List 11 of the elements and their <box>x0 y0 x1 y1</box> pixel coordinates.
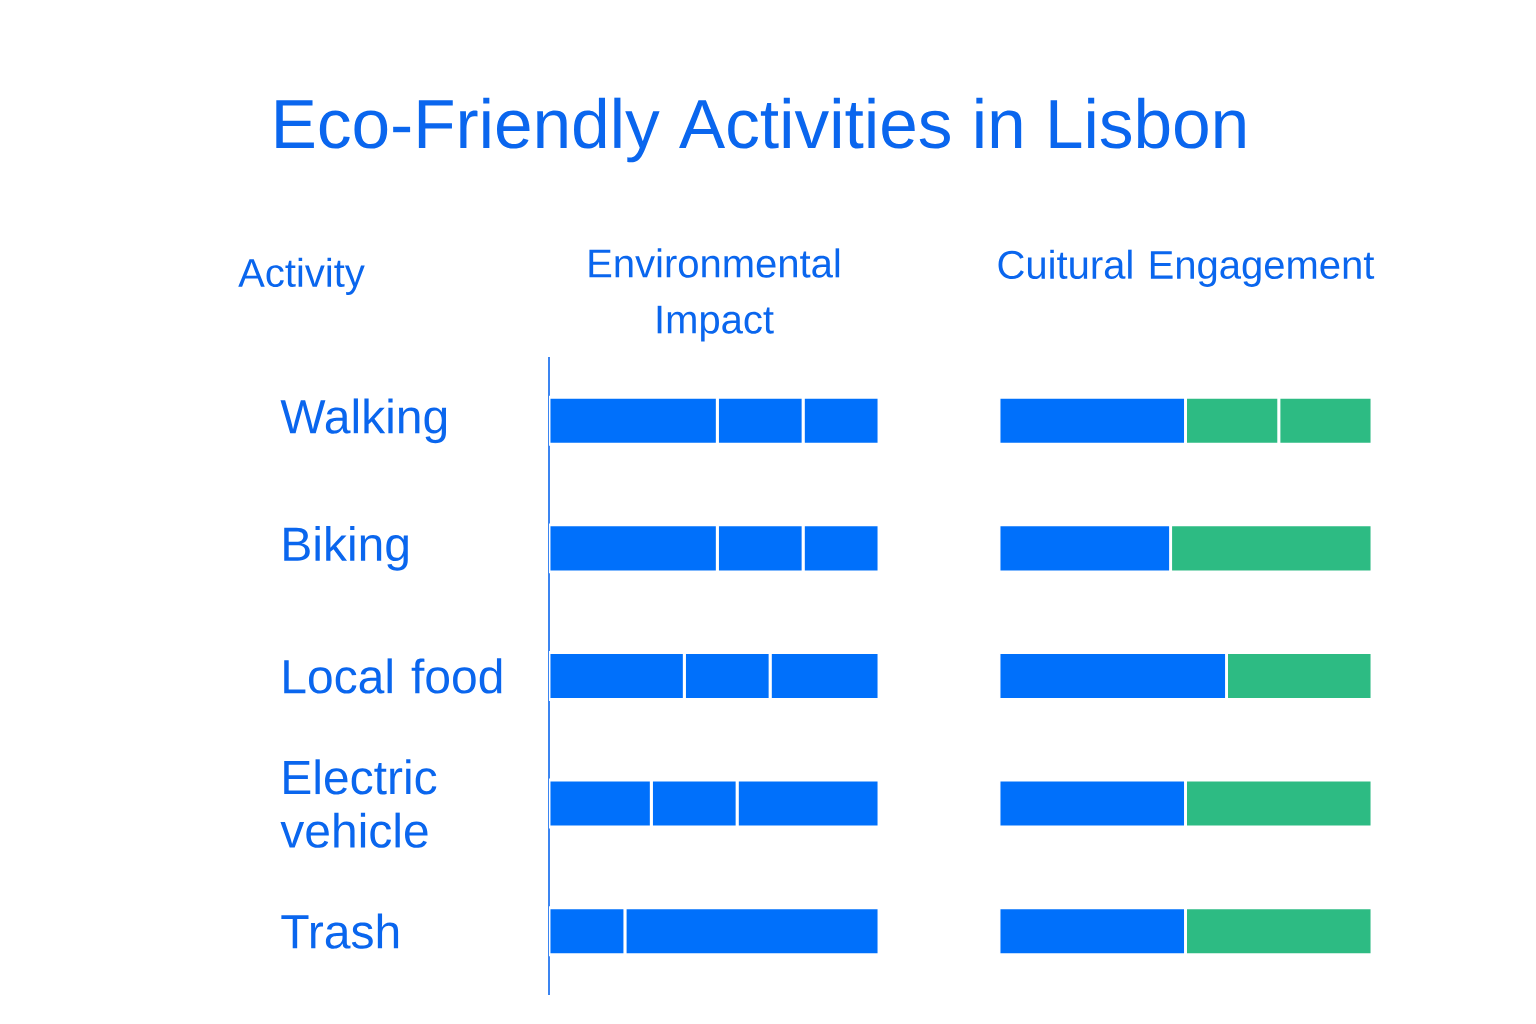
text: Eco-Friendly Activities in Lisbon <box>276 97 1245 163</box>
y-axis-title: Activity <box>238 257 365 295</box>
bar <box>549 651 686 701</box>
bar <box>1225 651 1373 701</box>
y-tick-label: Trash <box>281 913 399 949</box>
chart-title: Environmental Impact <box>589 248 840 342</box>
y-tick-label: Local food <box>284 658 502 694</box>
y-tick-label: Biking <box>284 526 408 571</box>
y-tick-label: Walking <box>280 398 447 444</box>
y-tick-label: Electric vehicle <box>280 759 437 848</box>
chart-title: Cuitural Engagement <box>998 249 1375 287</box>
